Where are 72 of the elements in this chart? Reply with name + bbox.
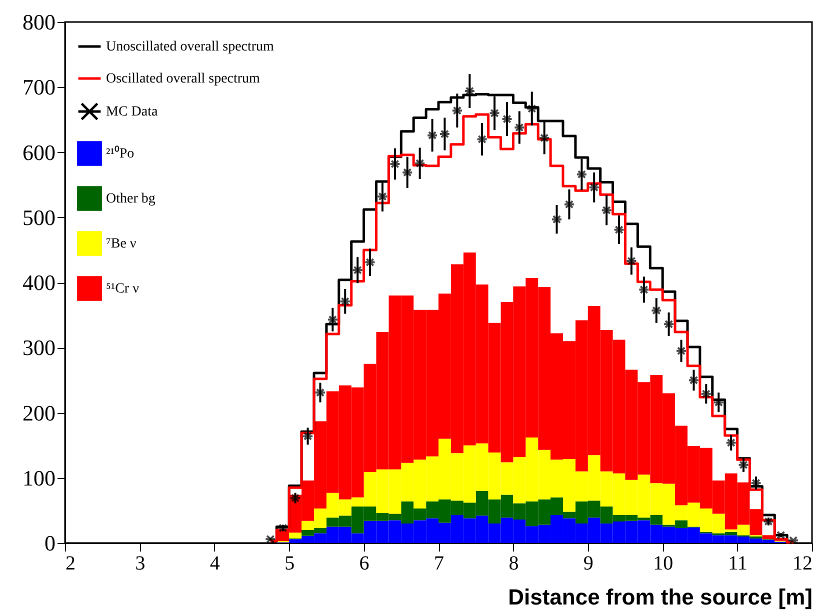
point	[600, 206, 612, 215]
x-tick-label: 12	[792, 552, 812, 574]
point	[788, 536, 800, 545]
legend-label: MC Data	[106, 104, 158, 120]
point	[464, 86, 476, 96]
legend-label: Unoscillated overall spectrum	[106, 40, 274, 54]
point	[638, 285, 650, 294]
x-tick-label: 9	[583, 552, 594, 574]
x-tick-label: 11	[728, 552, 748, 574]
legend-label: ²¹⁰Po	[106, 146, 134, 162]
x-axis-title: Distance from the source [m]	[508, 584, 812, 610]
point	[364, 258, 376, 267]
point	[414, 159, 426, 168]
legend-label: Other bg	[106, 192, 156, 206]
point	[650, 306, 662, 315]
y-tick-label: 200	[22, 400, 56, 426]
bar	[762, 535, 775, 540]
point	[688, 376, 700, 385]
point	[476, 134, 488, 144]
point	[725, 438, 737, 448]
point	[277, 524, 289, 532]
x-tick-label: 7	[434, 552, 444, 574]
x-tick-label: 10	[653, 552, 674, 574]
point	[676, 346, 688, 356]
point	[526, 104, 538, 113]
point	[588, 183, 600, 192]
legend-label: ⁷Be ν	[106, 236, 136, 252]
point	[538, 134, 550, 142]
y-tick-label: 0	[44, 530, 56, 556]
point	[576, 170, 588, 179]
point	[438, 130, 450, 138]
point	[352, 266, 364, 274]
x-tick-label: 6	[359, 552, 370, 574]
point	[290, 494, 302, 502]
point	[339, 297, 351, 306]
point	[738, 460, 750, 470]
y-tick-label: 500	[22, 204, 56, 230]
point	[700, 390, 712, 398]
point	[613, 225, 625, 234]
point	[501, 114, 513, 124]
point	[264, 534, 276, 544]
point	[426, 130, 438, 140]
x-tick-label: 4	[210, 552, 220, 574]
point	[451, 106, 463, 115]
y-tick-label: 300	[22, 335, 56, 360]
bar	[289, 532, 302, 538]
y-tick-label: 400	[22, 270, 56, 295]
point	[626, 256, 638, 266]
point	[712, 398, 724, 407]
y-tick-label: 600	[22, 140, 56, 165]
x-tick-label: 3	[135, 552, 146, 574]
legend-label: ⁵¹Cr ν	[106, 282, 139, 296]
point	[551, 215, 562, 224]
x-tick-label: 2	[66, 552, 76, 574]
point	[376, 192, 388, 201]
point	[775, 530, 787, 540]
x-tick-label: 5	[284, 552, 295, 574]
point	[402, 168, 414, 177]
y-tick-label: 700	[22, 74, 56, 100]
legend-label: Oscillated overall spectrum	[106, 72, 260, 86]
point	[663, 320, 675, 328]
point	[302, 432, 314, 441]
point	[762, 517, 774, 526]
point	[326, 315, 338, 324]
point	[514, 123, 526, 132]
y-tick-label: 100	[22, 465, 56, 490]
point	[563, 200, 575, 209]
point	[389, 160, 401, 168]
x-tick-label: 8	[508, 552, 519, 574]
y-tick-label: 800	[22, 10, 56, 34]
point	[488, 108, 500, 118]
point	[314, 388, 326, 397]
